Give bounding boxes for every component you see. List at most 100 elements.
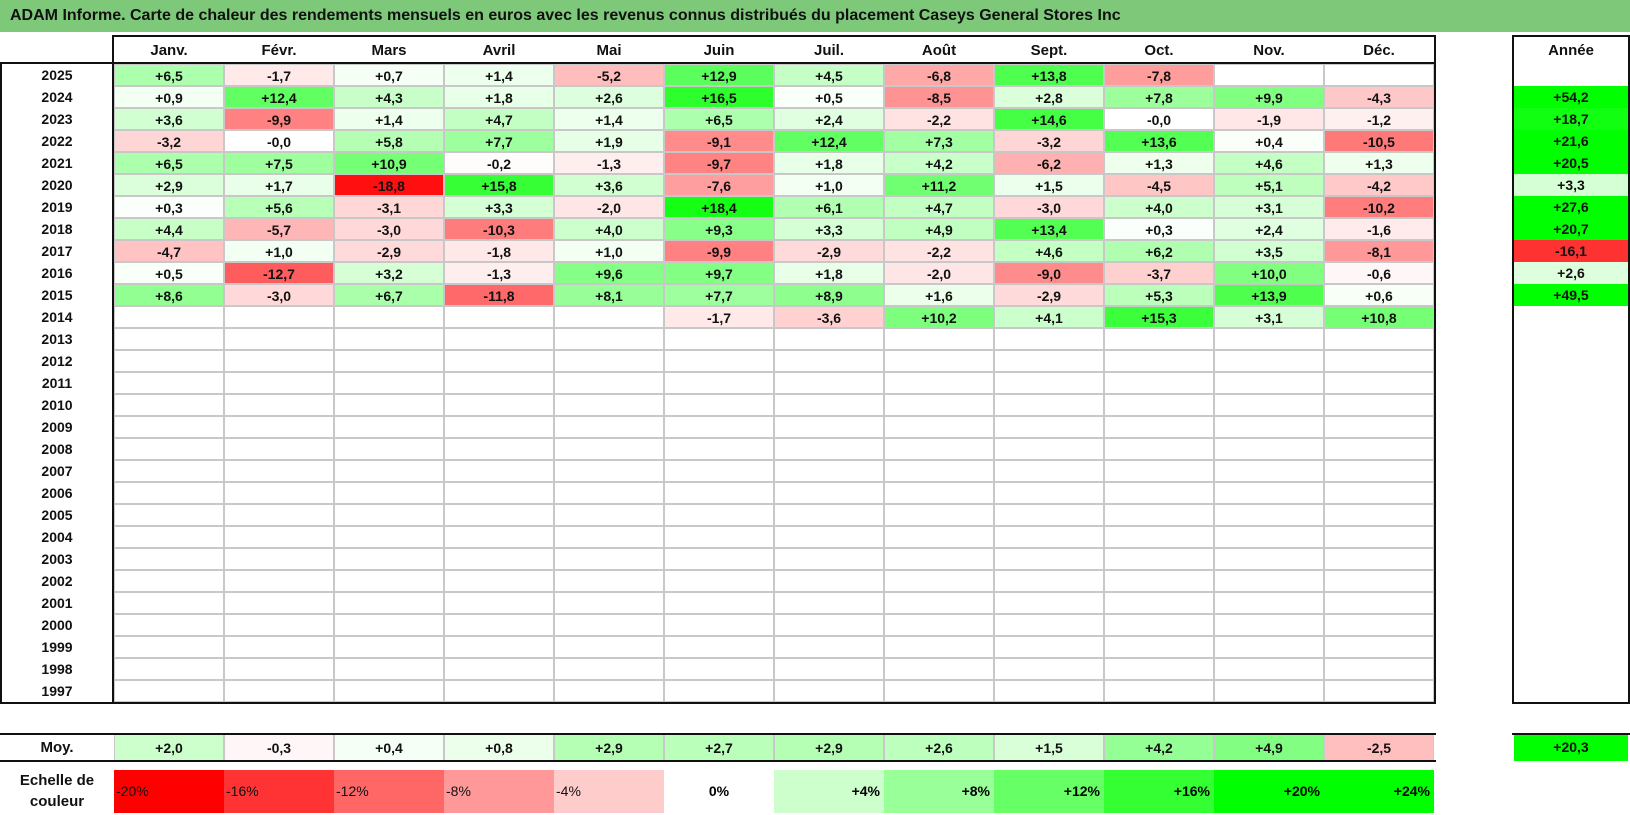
- heat-cell: [994, 636, 1104, 658]
- month-header: Juil.: [813, 42, 844, 59]
- heat-cell: [224, 548, 334, 570]
- heat-cell: [664, 614, 774, 636]
- heat-cell: -4,3: [1324, 86, 1434, 108]
- month-header: Juin: [703, 42, 735, 59]
- heat-cell: [664, 636, 774, 658]
- heat-cell: [224, 394, 334, 416]
- heat-cell: +10,2: [884, 306, 994, 328]
- heat-cell: [224, 570, 334, 592]
- heat-cell: [224, 614, 334, 636]
- month-header: Oct.: [1144, 42, 1174, 59]
- heat-cell: -12,7: [224, 262, 334, 284]
- annual-cell: [1514, 394, 1628, 416]
- heat-cell: +1,5: [994, 174, 1104, 196]
- heat-cell: +1,4: [554, 108, 664, 130]
- heat-cell: [664, 570, 774, 592]
- heat-cell: [1324, 526, 1434, 548]
- heat-cell: -3,0: [994, 196, 1104, 218]
- heat-cell: +0,6: [1324, 284, 1434, 306]
- heat-cell: +1,4: [444, 64, 554, 86]
- heat-cell: -6,8: [884, 64, 994, 86]
- heat-cell: [884, 658, 994, 680]
- heat-cell: +11,2: [884, 174, 994, 196]
- heat-cell: -2,2: [884, 240, 994, 262]
- heat-cell: +6,5: [664, 108, 774, 130]
- annual-cell: +2,6: [1514, 262, 1628, 284]
- heat-cell: -1,8: [444, 240, 554, 262]
- heat-cell: +4,0: [554, 218, 664, 240]
- heat-cell: [334, 570, 444, 592]
- heat-cell: +4,1: [994, 306, 1104, 328]
- heat-cell: [554, 592, 664, 614]
- annual-cell: [1514, 350, 1628, 372]
- year-label: 2019: [41, 199, 73, 215]
- heat-cell: -9,9: [664, 240, 774, 262]
- average-cell: -2,5: [1324, 734, 1434, 761]
- heat-cell: [774, 372, 884, 394]
- heat-cell: [554, 372, 664, 394]
- heat-cell: +1,3: [1104, 152, 1214, 174]
- year-label: 2021: [41, 155, 73, 171]
- heat-cell: [114, 504, 224, 526]
- heat-cell: [664, 416, 774, 438]
- heat-cell: +4,7: [884, 196, 994, 218]
- heat-cell: [554, 482, 664, 504]
- heat-cell: [554, 460, 664, 482]
- year-label: 2006: [41, 485, 73, 501]
- heat-cell: +9,3: [664, 218, 774, 240]
- heat-cell: -0,6: [1324, 262, 1434, 284]
- year-label: 2013: [41, 331, 73, 347]
- month-header: Janv.: [150, 42, 188, 59]
- heat-cell: -2,0: [554, 196, 664, 218]
- heat-cell: [114, 592, 224, 614]
- heat-cell: [884, 350, 994, 372]
- heat-cell: [994, 416, 1104, 438]
- heat-cell: +3,6: [114, 108, 224, 130]
- year-label: 2010: [41, 397, 73, 413]
- heat-cell: +10,8: [1324, 306, 1434, 328]
- heat-cell: +13,6: [1104, 130, 1214, 152]
- heat-cell: +15,3: [1104, 306, 1214, 328]
- heat-cell: [884, 328, 994, 350]
- heat-cell: +1,6: [884, 284, 994, 306]
- heat-cell: [994, 526, 1104, 548]
- heat-cell: [994, 504, 1104, 526]
- annual-cell: [1514, 328, 1628, 350]
- heat-cell: +4,5: [774, 64, 884, 86]
- heat-cell: [114, 394, 224, 416]
- year-label: 2001: [41, 595, 73, 611]
- heat-cell: [554, 394, 664, 416]
- year-label: 2000: [41, 617, 73, 633]
- heat-cell: [224, 438, 334, 460]
- annual-cell: [1514, 306, 1628, 328]
- heat-cell: +3,3: [444, 196, 554, 218]
- heat-cell: +4,3: [334, 86, 444, 108]
- heat-cell: -5,7: [224, 218, 334, 240]
- year-total-header: Année: [1548, 42, 1594, 59]
- heat-cell: +3,1: [1214, 306, 1324, 328]
- heat-cell: [884, 482, 994, 504]
- year-label: 2003: [41, 551, 73, 567]
- heat-cell: [114, 350, 224, 372]
- heat-cell: -3,0: [224, 284, 334, 306]
- heat-cell: [334, 328, 444, 350]
- heat-cell: [994, 350, 1104, 372]
- heat-cell: [1104, 350, 1214, 372]
- heat-cell: +7,3: [884, 130, 994, 152]
- year-label: 2020: [41, 177, 73, 193]
- average-annual-cell: +20,3: [1514, 734, 1628, 761]
- heat-cell: [114, 570, 224, 592]
- heat-cell: [224, 416, 334, 438]
- heat-cell: -8,5: [884, 86, 994, 108]
- heat-cell: +2,8: [994, 86, 1104, 108]
- heat-cell: -6,2: [994, 152, 1104, 174]
- heat-cell: [554, 636, 664, 658]
- heat-cell: [114, 482, 224, 504]
- heat-cell: [1104, 548, 1214, 570]
- heat-cell: +1,3: [1324, 152, 1434, 174]
- heat-cell: [994, 570, 1104, 592]
- heat-cell: [664, 680, 774, 702]
- heat-cell: +8,6: [114, 284, 224, 306]
- heat-cell: -0,0: [224, 130, 334, 152]
- heat-cell: [554, 328, 664, 350]
